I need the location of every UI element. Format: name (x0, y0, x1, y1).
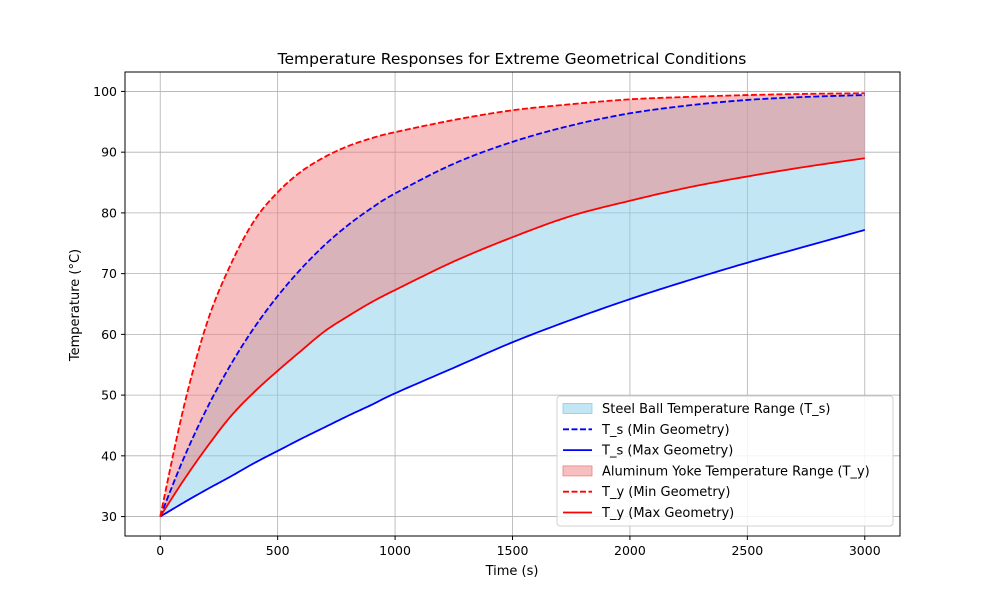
x-axis-label: Time (s) (485, 564, 539, 579)
legend-label-aluminum-yoke-temperature-range-t-y: Aluminum Yoke Temperature Range (T_y) (602, 464, 870, 479)
chart-title: Temperature Responses for Extreme Geomet… (277, 50, 747, 68)
y-tick-label-6: 90 (101, 145, 117, 160)
band-aluminum-yoke-temperature-range-t-y (160, 93, 865, 517)
legend-label-t-s-min-geometry: T_s (Min Geometry) (601, 423, 730, 438)
series-t-s-max-geometry (159, 229, 866, 518)
x-tick-label-1: 500 (266, 543, 290, 558)
legend-box (556, 395, 894, 527)
series-t-y-min-geometry (159, 92, 865, 517)
legend-swatch-aluminum-yoke-temperature-range-t-y (562, 465, 593, 477)
y-tick-label-3: 60 (101, 327, 117, 342)
y-axis-label: Temperature (°C) (68, 249, 83, 362)
y-tick-label-5: 80 (101, 205, 117, 220)
plot-area: 0 500 1000 1500 2000 2500 3000 30 40 50 60 70 80 90 10… (93, 71, 901, 558)
legend: Steel Ball Temperature Range (T_s) T_s (M… (556, 395, 894, 527)
series-t-s-min-geometry (159, 94, 865, 517)
legend-label-steel-ball-temperature-range-t-s: Steel Ball Temperature Range (T_s) (602, 402, 831, 417)
y-tick-label-0: 30 (101, 509, 117, 524)
legend-label-t-y-min-geometry: T_y (Min Geometry) (601, 485, 730, 500)
series-t-y-max-geometry (159, 157, 865, 518)
x-tick-label-2: 1000 (379, 543, 411, 558)
y-tick-label-7: 100 (93, 84, 117, 99)
x-tick-label-6: 3000 (849, 543, 881, 558)
x-tick-label-0: 0 (156, 543, 164, 558)
legend-label-t-y-max-geometry: T_y (Max Geometry) (601, 506, 734, 521)
legend-label-t-s-max-geometry: T_s (Max Geometry) (601, 444, 733, 459)
band-steel-ball-temperature-range-t-s (160, 95, 865, 517)
legend-swatch-steel-ball-temperature-range-t-s (562, 403, 593, 414)
x-tick-label-5: 2500 (731, 543, 763, 558)
y-tick-label-4: 70 (101, 266, 117, 281)
x-tick-label-3: 1500 (497, 543, 529, 558)
x-tick-label-4: 2000 (614, 543, 646, 558)
y-tick-label-2: 50 (101, 388, 117, 403)
y-tick-label-1: 40 (101, 448, 117, 463)
